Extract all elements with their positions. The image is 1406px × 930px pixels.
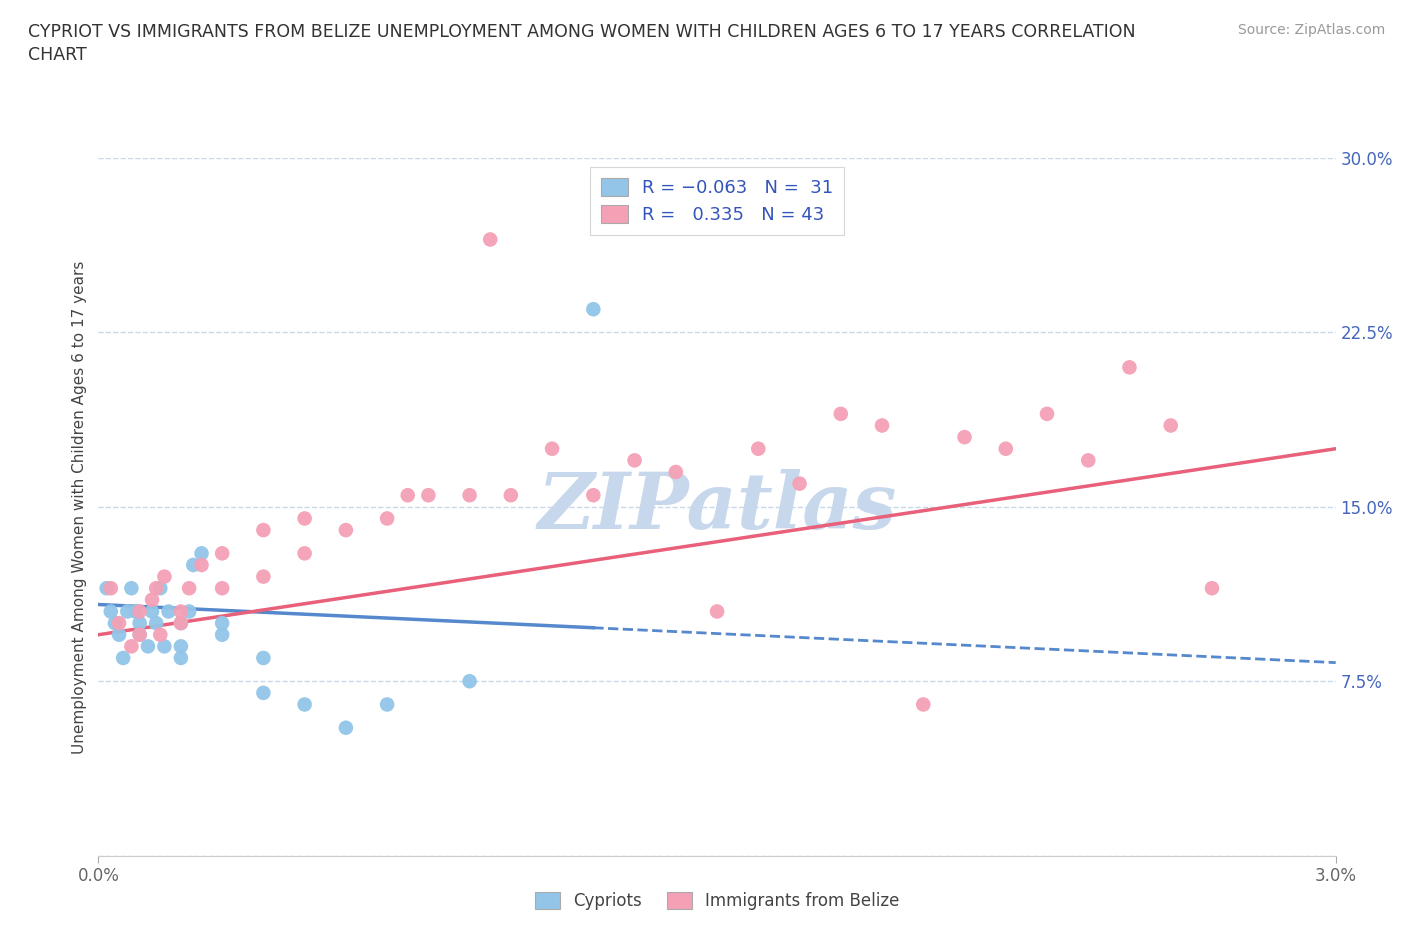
Point: [582, 301, 605, 316]
Point: [120, 580, 142, 595]
Point: [665, 465, 688, 480]
Point: [418, 487, 440, 502]
Point: [335, 523, 357, 538]
Point: [252, 569, 274, 584]
Point: [120, 639, 142, 654]
Point: [141, 592, 163, 607]
Point: [458, 673, 481, 688]
Point: [623, 453, 645, 468]
Point: [211, 546, 233, 561]
Point: [211, 616, 233, 631]
Point: [1160, 418, 1182, 433]
Point: [458, 487, 481, 502]
Point: [375, 698, 398, 712]
Point: [157, 604, 180, 619]
Point: [706, 604, 728, 619]
Point: [141, 604, 163, 619]
Point: [153, 639, 176, 654]
Point: [170, 639, 193, 654]
Point: [145, 616, 167, 631]
Point: [149, 627, 172, 642]
Point: [1118, 360, 1140, 375]
Point: [912, 698, 935, 712]
Point: [1036, 406, 1059, 421]
Point: [252, 523, 274, 538]
Text: CHART: CHART: [28, 46, 87, 64]
Text: Source: ZipAtlas.com: Source: ZipAtlas.com: [1237, 23, 1385, 37]
Point: [170, 604, 193, 619]
Point: [190, 546, 212, 561]
Point: [108, 627, 131, 642]
Point: [181, 557, 204, 572]
Point: [396, 487, 419, 502]
Point: [170, 616, 193, 631]
Point: [108, 616, 131, 631]
Point: [190, 557, 212, 572]
Point: [117, 604, 139, 619]
Point: [170, 651, 193, 666]
Point: [128, 604, 150, 619]
Point: [294, 546, 316, 561]
Point: [375, 512, 398, 526]
Point: [994, 442, 1017, 457]
Point: [211, 580, 233, 595]
Point: [1077, 453, 1099, 468]
Legend: Cypriots, Immigrants from Belize: Cypriots, Immigrants from Belize: [529, 885, 905, 917]
Point: [747, 442, 769, 457]
Point: [789, 476, 811, 491]
Text: CYPRIOT VS IMMIGRANTS FROM BELIZE UNEMPLOYMENT AMONG WOMEN WITH CHILDREN AGES 6 : CYPRIOT VS IMMIGRANTS FROM BELIZE UNEMPL…: [28, 23, 1136, 41]
Point: [124, 604, 146, 619]
Point: [170, 616, 193, 631]
Point: [153, 569, 176, 584]
Point: [100, 604, 122, 619]
Point: [145, 580, 167, 595]
Point: [211, 627, 233, 642]
Point: [128, 616, 150, 631]
Point: [870, 418, 893, 433]
Y-axis label: Unemployment Among Women with Children Ages 6 to 17 years: Unemployment Among Women with Children A…: [72, 260, 87, 753]
Point: [479, 232, 502, 247]
Point: [830, 406, 852, 421]
Point: [1201, 580, 1223, 595]
Point: [252, 685, 274, 700]
Point: [294, 698, 316, 712]
Point: [953, 430, 976, 445]
Point: [112, 651, 135, 666]
Point: [136, 639, 159, 654]
Point: [128, 627, 150, 642]
Point: [335, 720, 357, 735]
Point: [499, 487, 522, 502]
Point: [582, 487, 605, 502]
Point: [100, 580, 122, 595]
Point: [128, 627, 150, 642]
Text: ZIPatlas: ZIPatlas: [537, 469, 897, 545]
Point: [294, 512, 316, 526]
Point: [179, 580, 201, 595]
Point: [179, 604, 201, 619]
Point: [541, 442, 564, 457]
Point: [96, 580, 118, 595]
Point: [252, 651, 274, 666]
Point: [149, 580, 172, 595]
Point: [104, 616, 127, 631]
